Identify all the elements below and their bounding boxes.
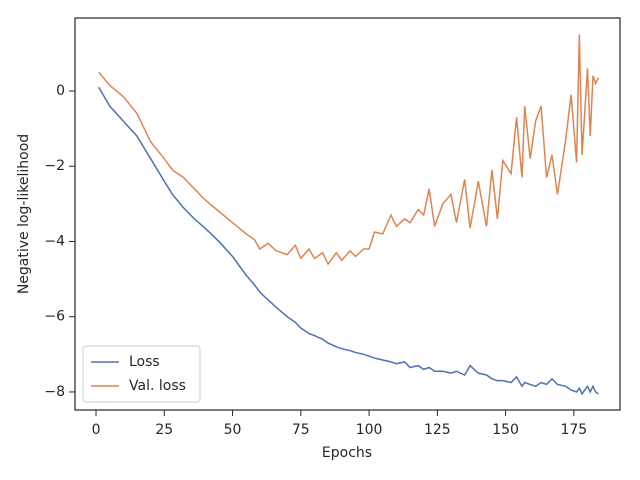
x-tick-label: 25: [155, 422, 173, 438]
x-axis-label: Epochs: [322, 445, 372, 461]
y-tick-label: −2: [44, 158, 65, 174]
x-tick-label: 175: [560, 422, 587, 438]
y-tick-label: −4: [44, 233, 65, 249]
y-tick-label: −8: [44, 384, 65, 400]
series-line: [98, 86, 599, 396]
y-tick-label: −6: [44, 309, 65, 325]
y-axis-label: Negative log-likelihood: [16, 134, 32, 294]
plot-frame: [74, 17, 621, 411]
legend-box: [82, 345, 201, 403]
series-line: [98, 34, 600, 266]
x-tick-label: 50: [224, 422, 242, 438]
x-tick-label: 150: [492, 422, 519, 438]
y-tick-label: 0: [56, 83, 65, 99]
legend-label: Val. loss: [129, 378, 186, 394]
x-tick-label: 0: [92, 422, 101, 438]
legend-label: Loss: [129, 354, 160, 370]
x-tick-label: 125: [424, 422, 451, 438]
x-tick-label: 75: [292, 422, 310, 438]
x-tick-label: 100: [356, 422, 383, 438]
